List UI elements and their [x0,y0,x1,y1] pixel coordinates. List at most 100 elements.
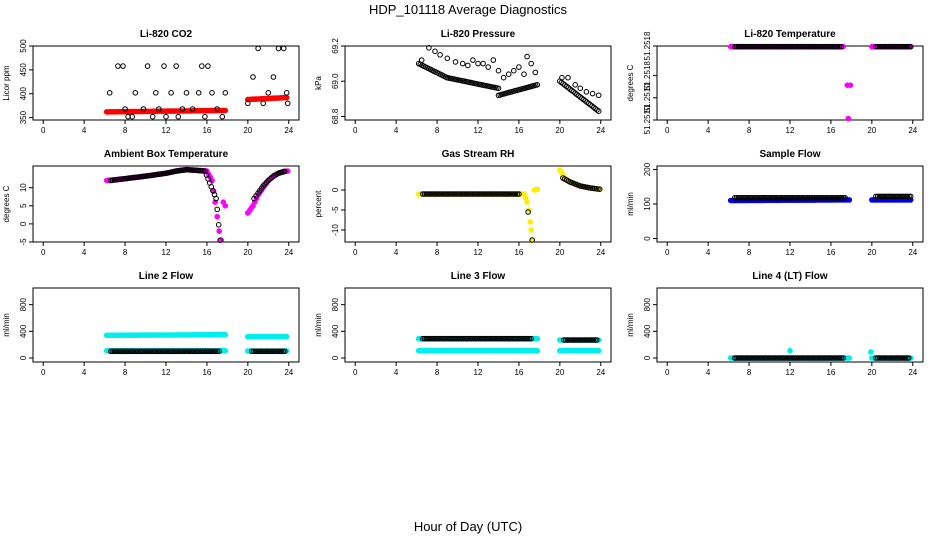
series-flow_mean [732,193,914,201]
y-tick-label: 5 [19,203,28,208]
data-point [207,348,214,355]
data-point [759,43,766,50]
data-point [906,43,912,50]
data-point [146,348,153,355]
data-point [504,191,510,197]
data-point [581,337,588,343]
x-tick-label: 12 [786,248,795,257]
data-point [478,191,484,197]
data-point [265,90,272,96]
y-tick-label: 51.2510 [643,83,652,112]
data-point [270,74,277,80]
data-point [811,195,818,201]
data-point [574,337,581,343]
data-point [881,193,888,200]
x-tick-label: 24 [908,368,917,377]
y-tick-label: 0 [331,187,340,192]
data-point [561,337,567,343]
data-point [485,64,492,70]
data-point [256,348,262,355]
y-tick-label: 0 [643,355,652,360]
data-point [806,355,813,361]
x-tick-label: 16 [514,248,523,257]
y-tick-label: 400 [19,87,28,101]
data-point [585,337,591,343]
data-point [435,191,442,197]
y-tick-label: 400 [643,324,652,338]
y-tick-label: 0 [643,236,652,241]
data-point [780,43,786,50]
data-point [161,63,167,69]
panel-title: Line 3 Flow [451,271,506,282]
data-point [762,43,769,50]
data-point [813,195,820,201]
data-point [757,195,764,201]
data-point [828,355,835,361]
data-point [893,355,900,361]
x-axis-label: Hour of Day (UTC) [414,519,522,534]
data-point [838,43,845,50]
data-point [589,90,596,97]
x-tick-label: 0 [665,126,670,135]
data-point [899,193,905,200]
x-tick-label: 4 [82,126,87,135]
data-point [437,52,443,58]
data-point [526,335,533,342]
data-point [771,43,778,50]
data-point [595,108,602,114]
data-point [815,355,821,361]
data-point [281,168,288,175]
data-point [131,348,138,355]
data-point [580,337,586,343]
data-point [449,191,455,197]
data-point [124,348,131,355]
series-box_temp_mean [108,166,288,243]
data-point [834,43,841,50]
data-point [772,195,779,201]
data-point [842,195,849,201]
data-point [283,90,290,96]
data-point [892,193,898,200]
data-point [261,348,267,355]
data-point [895,193,902,200]
data-point [222,90,229,96]
data-point [774,355,780,361]
data-point [222,347,229,354]
data-point [837,355,843,361]
y-axis-label: ml/min [626,192,635,216]
data-point [901,193,907,200]
x-tick-label: 4 [82,368,87,377]
y-tick-label: 0 [19,221,28,226]
data-point [276,348,283,355]
data-point [187,348,194,355]
series-samples [106,45,291,120]
data-point [217,237,223,243]
data-point [885,193,891,200]
data-point [275,45,282,52]
data-point [118,348,124,355]
data-point [516,191,522,197]
data-point [114,348,121,355]
data-point [838,355,845,361]
y-axis-label: ml/min [2,313,11,337]
data-point [583,337,590,343]
data-point [774,195,781,201]
data-point [592,337,598,343]
y-axis-label: degrees C [2,185,11,222]
data-point [268,348,274,355]
data-point [194,348,200,355]
data-point [828,195,835,201]
x-tick-label: 16 [202,126,211,135]
data-point [524,199,530,205]
data-point [144,63,151,69]
data-point [534,82,541,88]
data-point [829,43,836,50]
x-tick-label: 0 [41,126,46,135]
panel-title: Li-820 CO2 [140,29,193,40]
x-tick-label: 8 [123,248,128,257]
x-tick-label: 8 [435,248,440,257]
data-point [876,355,883,361]
data-point [752,355,758,361]
data-point [738,43,745,50]
